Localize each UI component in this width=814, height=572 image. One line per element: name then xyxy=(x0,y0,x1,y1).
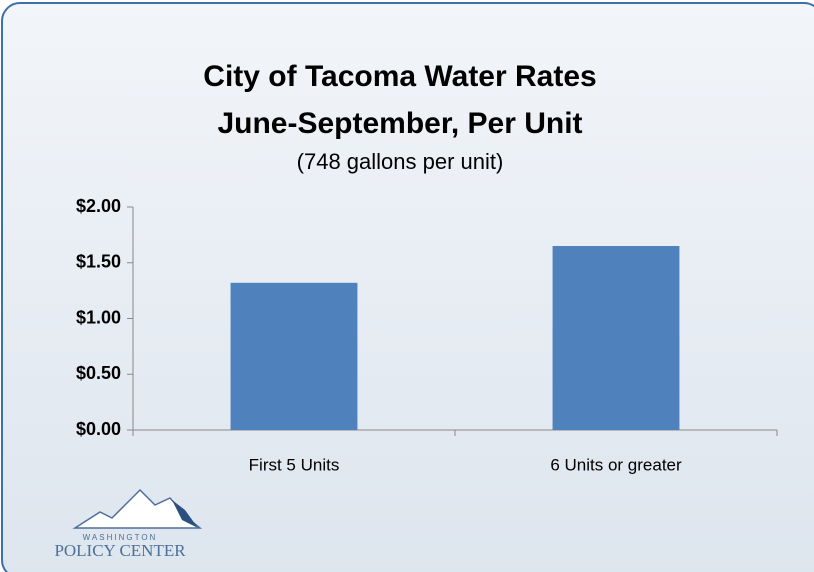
x-tick-label: First 5 Units xyxy=(249,455,340,474)
logo: WASHINGTON POLICY CENTER xyxy=(54,488,203,560)
x-tick-label: 6 Units or greater xyxy=(550,455,682,474)
logo-text: WASHINGTON xyxy=(83,533,158,542)
y-tick-label: $0.50 xyxy=(76,363,121,383)
y-tick-label: $0.00 xyxy=(76,419,121,439)
chart-title: City of Tacoma Water Rates xyxy=(203,60,596,93)
chart-subtitle: (748 gallons per unit) xyxy=(297,149,504,174)
logo-text: POLICY CENTER xyxy=(54,541,186,560)
y-tick-label: $2.00 xyxy=(76,196,121,216)
y-tick-label: $1.00 xyxy=(76,307,121,327)
bar xyxy=(552,246,680,430)
chart-title: June-September, Per Unit xyxy=(217,107,582,140)
bar xyxy=(230,282,358,430)
y-tick-label: $1.50 xyxy=(76,252,121,272)
